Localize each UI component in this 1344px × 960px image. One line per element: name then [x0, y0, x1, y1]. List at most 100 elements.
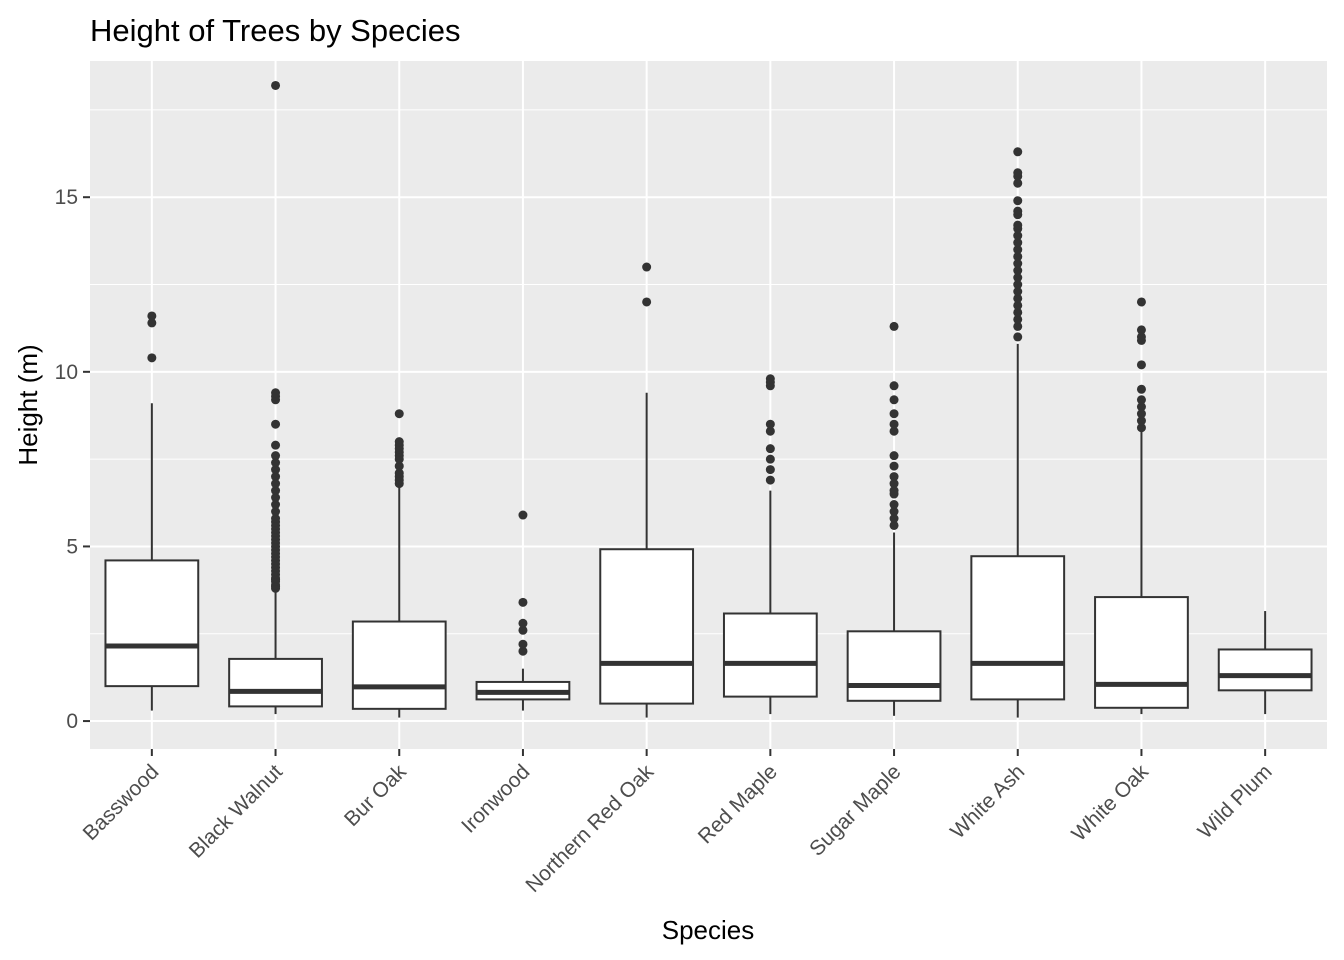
boxes-layer [104, 80, 1313, 718]
outlier-point [1013, 321, 1023, 331]
outlier-point [1136, 360, 1146, 370]
outlier-point [518, 625, 528, 635]
outlier-point [1013, 266, 1023, 276]
outlier-point [1013, 332, 1023, 342]
outlier-point [765, 426, 775, 436]
outlier-point [394, 468, 404, 478]
outlier-point [1013, 252, 1023, 262]
outlier-point [271, 507, 281, 517]
outlier-point [1136, 409, 1146, 419]
outlier-point [1136, 297, 1146, 307]
box-white-oak [1094, 297, 1189, 715]
x-tick-label: Ironwood [457, 760, 534, 837]
outlier-point [1136, 423, 1146, 433]
outlier-point [889, 395, 899, 405]
outlier-point [1013, 147, 1023, 157]
outlier-point [271, 458, 281, 468]
outlier-point [889, 486, 899, 496]
outlier-point [1013, 168, 1023, 178]
outlier-point [271, 500, 281, 510]
box-wild-plum [1217, 611, 1313, 715]
outlier-point [889, 409, 899, 419]
outlier-point [271, 451, 281, 461]
iqr-box [104, 559, 200, 688]
outlier-point [1013, 259, 1023, 269]
outlier-point [271, 440, 281, 450]
outlier-point [1013, 245, 1023, 255]
x-tick-label: Red Maple [694, 760, 782, 848]
outlier-point [271, 493, 281, 503]
outlier-point [1013, 314, 1023, 324]
box-red-maple [722, 374, 818, 715]
chart-title: Height of Trees by Species [90, 13, 460, 48]
outlier-point [518, 597, 528, 607]
iqr-box [846, 630, 942, 702]
outlier-point [394, 409, 404, 419]
outlier-point [1136, 395, 1146, 405]
outlier-point [1136, 416, 1146, 426]
x-tick-label: Sugar Maple [805, 760, 905, 860]
outlier-point [1136, 325, 1146, 335]
outlier-point [147, 311, 157, 321]
box-northern-red-oak [599, 262, 695, 718]
outlier-point [271, 388, 281, 398]
outlier-point [642, 262, 652, 272]
outlier-point [1013, 300, 1023, 310]
y-axis-title: Height (m) [13, 344, 43, 465]
outlier-point [889, 500, 899, 510]
outlier-point [765, 444, 775, 454]
outlier-point [518, 618, 528, 628]
outlier-point [889, 419, 899, 429]
outlier-point [1013, 307, 1023, 317]
x-tick-label: Black Walnut [185, 760, 287, 862]
x-tick-label: Basswood [79, 760, 164, 845]
x-tick-label: Wild Plum [1194, 760, 1277, 843]
outlier-point [889, 520, 899, 530]
box-ironwood [475, 510, 571, 711]
outlier-point [765, 374, 775, 384]
outlier-point [1136, 332, 1146, 342]
y-tick-label: 0 [66, 710, 78, 733]
box-basswood [104, 311, 200, 711]
outlier-point [147, 353, 157, 363]
outlier-point [1013, 220, 1023, 230]
iqr-box [1217, 648, 1313, 692]
iqr-box [1094, 596, 1189, 709]
x-tick-label: White Ash [946, 760, 1029, 843]
outlier-point [889, 514, 899, 524]
outlier-point [271, 419, 281, 429]
outlier-point [271, 514, 281, 524]
outlier-point [1013, 231, 1023, 241]
outlier-point [1013, 280, 1023, 290]
outlier-point [765, 475, 775, 485]
outlier-point [765, 465, 775, 475]
outlier-point [1136, 384, 1146, 394]
outlier-point [1013, 206, 1023, 216]
outlier-point [889, 426, 899, 436]
outlier-point [271, 486, 281, 496]
outlier-point [271, 479, 281, 489]
x-axis: Basswood Black Walnut Bur Oak IronwoodNorth… [79, 749, 1277, 897]
iqr-box [228, 657, 323, 708]
iqr-box [970, 555, 1066, 701]
outlier-point [518, 510, 528, 520]
outlier-point [889, 461, 899, 471]
outlier-point [889, 507, 899, 517]
x-axis-title: Species [662, 915, 755, 945]
box-white-ash [970, 147, 1066, 718]
x-tick-label: Northern Red Oak [521, 760, 658, 897]
outlier-point [1013, 178, 1023, 188]
y-tick-label: 15 [55, 186, 78, 209]
box-black-walnut [228, 80, 323, 715]
y-tick-label: 5 [66, 535, 78, 558]
outlier-point [394, 461, 404, 471]
outlier-point [271, 472, 281, 482]
outlier-point [889, 381, 899, 391]
outlier-point [518, 646, 528, 656]
outlier-point [642, 297, 652, 307]
outlier-point [889, 451, 899, 461]
outlier-point [765, 454, 775, 464]
outlier-point [1013, 238, 1023, 248]
outlier-point [889, 472, 899, 482]
